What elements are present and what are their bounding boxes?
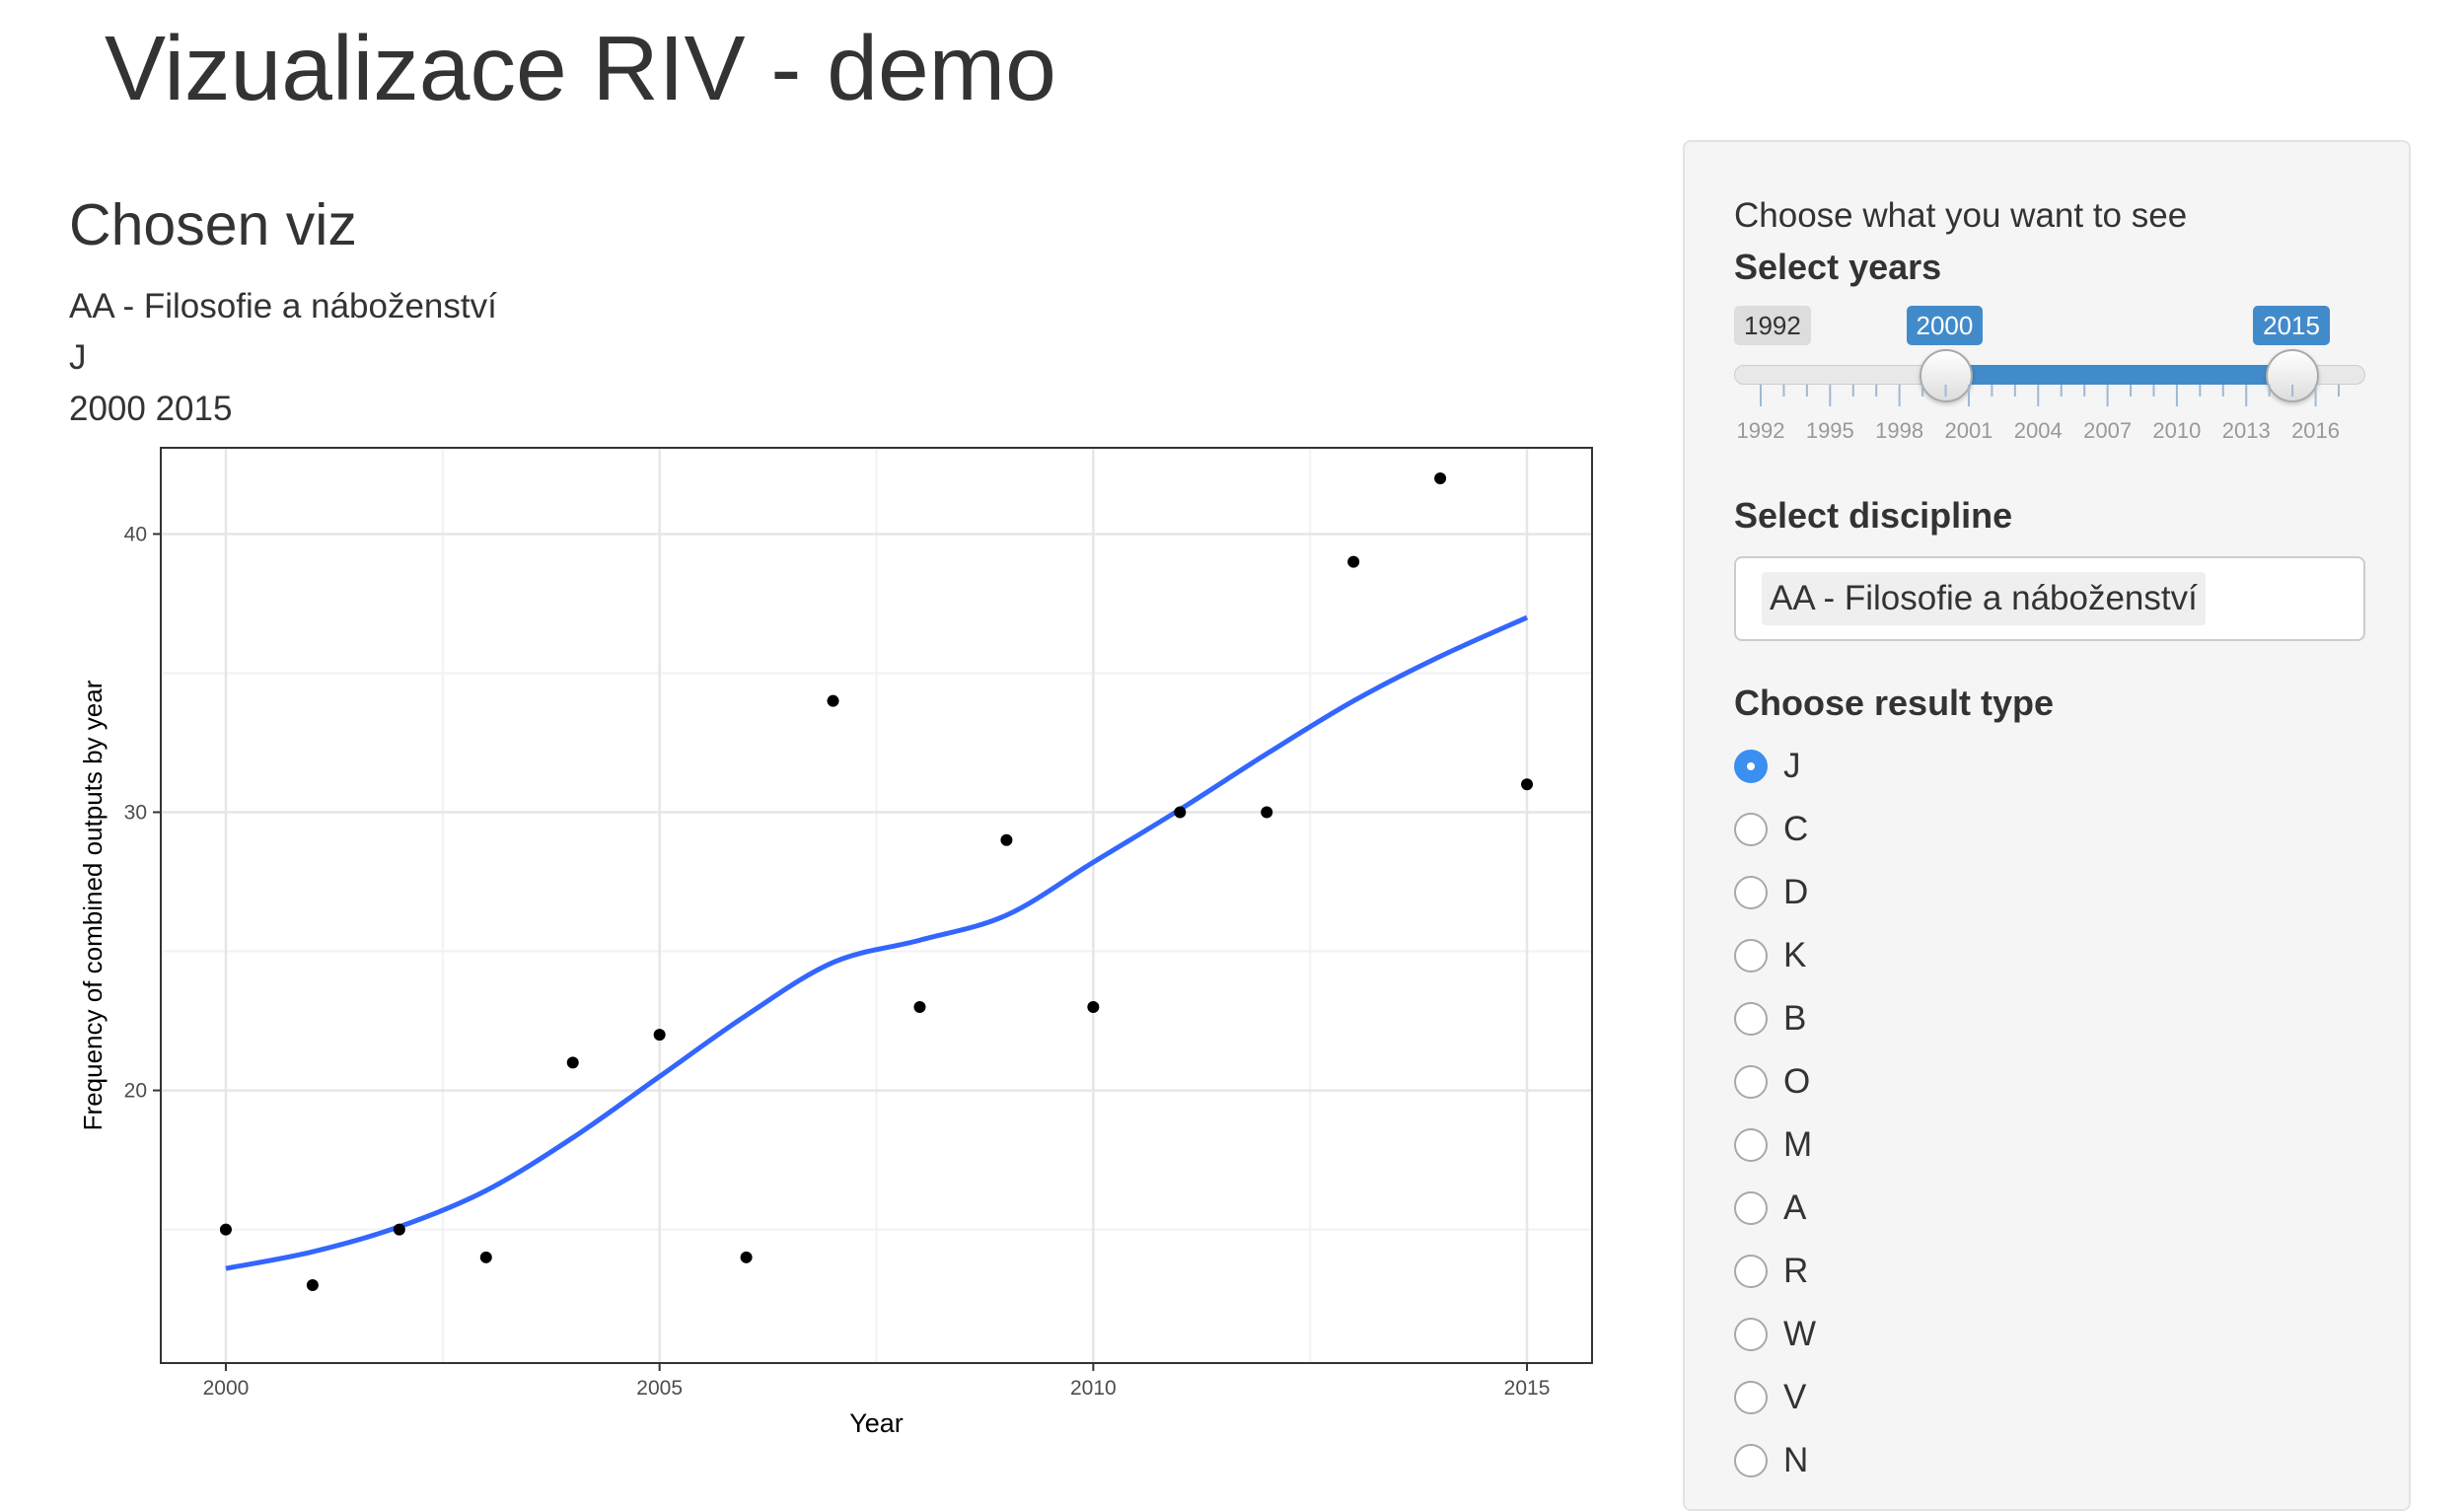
radio-label: N (1783, 1441, 1809, 1479)
main-heading: Chosen viz (69, 192, 357, 257)
sidebar-intro: Choose what you want to see (1734, 196, 2188, 235)
radio-label: C (1783, 810, 1809, 848)
radio-label: R (1783, 1252, 1809, 1290)
data-point (219, 1223, 232, 1236)
radio-button[interactable] (1734, 876, 1768, 909)
radio-button[interactable] (1734, 1065, 1768, 1099)
data-point (1434, 472, 1447, 485)
data-point (1087, 1000, 1100, 1013)
y-tick-label: 30 (124, 802, 147, 825)
selected-result-type-text: J (69, 338, 87, 377)
data-point (306, 1279, 319, 1292)
radio-button[interactable] (1734, 1444, 1768, 1477)
year-slider-tick-label: 2016 (2291, 418, 2341, 443)
y-axis-title: Frequency of combined outputs by year (78, 680, 108, 1130)
radio-button[interactable] (1734, 750, 1768, 783)
radio-label: J (1783, 747, 1801, 785)
discipline-select[interactable]: AA - Filosofie a náboženství (1734, 556, 2365, 641)
data-point (1174, 806, 1187, 819)
radio-button[interactable] (1734, 813, 1768, 846)
radio-label: B (1783, 999, 1807, 1038)
x-tick-label: 2010 (1070, 1377, 1117, 1400)
year-slider-tick-label: 2013 (2221, 418, 2271, 443)
year-slider-tick-label: 2004 (2013, 418, 2063, 443)
x-tick-label: 2000 (203, 1377, 250, 1400)
radio-button[interactable] (1734, 1381, 1768, 1414)
year-slider-tick-label: 2010 (2152, 418, 2202, 443)
smooth-trend-line (225, 614, 1529, 1271)
y-tick-label: 20 (124, 1080, 147, 1103)
selected-discipline-text: AA - Filosofie a náboženství (69, 287, 497, 325)
y-tick-label: 40 (124, 523, 147, 545)
year-from-badge: 2000 (1906, 306, 1984, 345)
radio-button[interactable] (1734, 1002, 1768, 1036)
radio-label: V (1783, 1378, 1807, 1416)
radio-button[interactable] (1734, 939, 1768, 972)
selected-years-text: 2000 2015 (69, 390, 233, 428)
radio-button[interactable] (1734, 1128, 1768, 1162)
year-slider-selected-range (1945, 365, 2293, 385)
radio-label: A (1783, 1188, 1807, 1227)
data-point (1521, 778, 1534, 791)
year-slider-ticks (1760, 385, 2340, 406)
x-tick-label: 2005 (636, 1377, 683, 1400)
select-discipline-label: Select discipline (1734, 495, 2013, 536)
select-years-label: Select years (1734, 247, 1942, 287)
radio-label: K (1783, 936, 1807, 974)
data-point (393, 1223, 405, 1236)
data-point (566, 1056, 579, 1069)
plot-border (160, 447, 1593, 1364)
data-point (827, 694, 839, 707)
radio-label: M (1783, 1125, 1813, 1164)
data-point (1000, 833, 1013, 846)
sidebar-panel: Choose what you want to see Select years… (1683, 140, 2411, 1511)
data-point (740, 1251, 753, 1263)
data-point (479, 1251, 492, 1263)
year-slider-tick-label: 2001 (1944, 418, 1993, 443)
year-to-badge: 2015 (2253, 306, 2330, 345)
year-min-badge: 1992 (1734, 306, 1811, 345)
radio-label: W (1783, 1315, 1817, 1353)
year-slider-tick-label: 1998 (1875, 418, 1924, 443)
x-axis-title: Year (849, 1408, 904, 1438)
choose-result-type-label: Choose result type (1734, 683, 2055, 723)
scatter-chart: 2000 2005 2010 2015 20 30 40 Year Frequency of c… (78, 447, 1593, 1438)
data-point (1347, 555, 1360, 568)
year-slider-tick-label: 2007 (2083, 418, 2133, 443)
discipline-selected-item[interactable]: AA - Filosofie a náboženství (1762, 572, 2206, 625)
radio-button[interactable] (1734, 1255, 1768, 1288)
x-tick-label: 2015 (1504, 1377, 1551, 1400)
radio-label: D (1783, 873, 1809, 911)
data-point (913, 1000, 926, 1013)
data-point (653, 1029, 666, 1042)
radio-label: O (1783, 1062, 1811, 1101)
data-point (1261, 806, 1273, 819)
radio-button[interactable] (1734, 1318, 1768, 1351)
app-title: Vizualizace RIV - demo (105, 17, 1056, 119)
year-slider-tick-label: 1995 (1805, 418, 1854, 443)
radio-button[interactable] (1734, 1191, 1768, 1225)
year-slider-tick-label: 1992 (1736, 418, 1785, 443)
